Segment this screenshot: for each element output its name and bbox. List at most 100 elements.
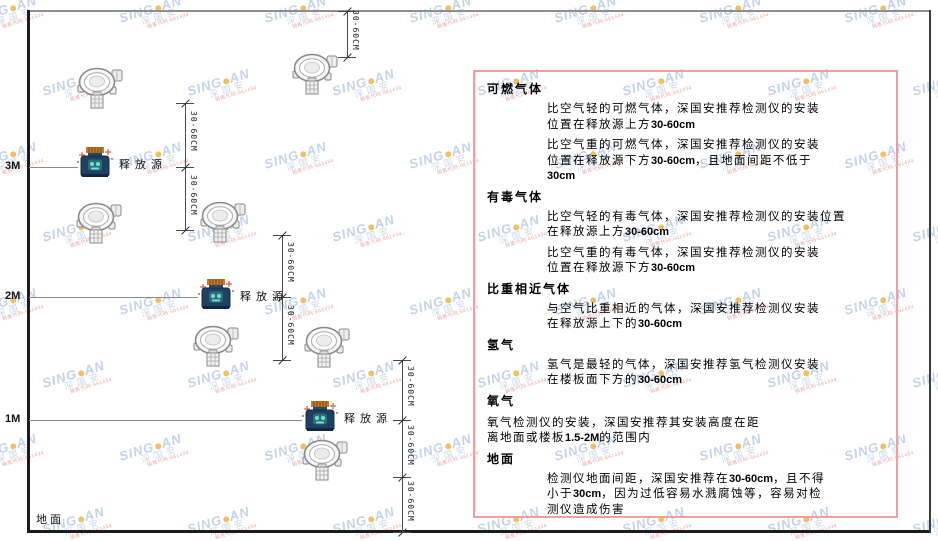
watermark-dot-icon [154, 442, 162, 451]
watermark-sub: 销售代码:661434 [359, 84, 403, 104]
release-source-icon [75, 146, 115, 187]
section-paragraph: 与空气比重相近的气体，深国安推荐检测仪安装 在释放源上下的30-60cm [547, 302, 820, 331]
watermark-cn: 深国安 [63, 516, 104, 538]
watermark-dot-icon [444, 150, 452, 159]
watermark-cn: 深国安 [498, 516, 539, 538]
watermark-sub: 销售代码:661434 [871, 11, 915, 31]
level-line-2m [29, 297, 198, 298]
watermark-sub: 销售代码:661434 [214, 376, 258, 396]
dimension-label: 30-60CM [351, 10, 360, 51]
watermark-dot-icon [299, 150, 307, 159]
watermark-dot-icon [77, 515, 85, 524]
watermark-cn: 深国安 [430, 297, 471, 319]
dimension-label: 30-60CM [286, 242, 295, 283]
watermark-cn: 深国安 [208, 78, 249, 100]
info-section: 地面 检测仪地面间距，深国安推荐在30-60cm，且不得 小于30cm，因为过低容易… [487, 451, 884, 519]
release-source-icon [300, 400, 340, 441]
dimension-label: 30-60CM [189, 111, 198, 152]
section-heading: 可燃气体 [487, 82, 544, 96]
release-source-label: 释放源 [344, 413, 392, 425]
section-heading: 比重相近气体 [487, 281, 572, 296]
watermark-sub: 销售代码:661434 [726, 11, 770, 31]
section-paragraph: 检测仪地面间距，深国安推荐在30-60cm，且不得 小于30cm，因为过低容易水溅… [547, 472, 826, 516]
watermark-cn: 深国安 [933, 224, 938, 246]
watermark-dot-icon [9, 150, 17, 159]
release-source-label: 释放源 [240, 291, 288, 303]
section-paragraph: 比空气轻的可燃气体，深国安推荐检测仪的安装 位置在释放源上方30-60cm [547, 103, 820, 131]
watermark-cn: 深国安 [575, 5, 616, 27]
watermark-cn: 深国安 [430, 151, 471, 173]
level-label-3m: 3M [5, 160, 21, 172]
gas-detector-icon [76, 66, 124, 115]
watermark-cn: 深国安 [933, 516, 938, 538]
section-paragraph: 氢气是最轻的气体，深国安推荐氢气检测仪安装 在楼板面下方的30-60cm [547, 358, 820, 387]
dimension-label: 30-60CM [406, 366, 415, 407]
watermark-cn: 深国安 [933, 78, 938, 100]
level-label-1m: 1M [5, 413, 21, 425]
info-section: 有毒气体 比空气轻的有毒气体，深国安推荐检测仪的安装位置 在释放源上方30-60cm… [487, 189, 884, 277]
dimension-label: 30-60CM [406, 480, 415, 522]
right-wall-line [929, 10, 931, 533]
watermark-cn: 深国安 [63, 370, 104, 392]
watermark-cn: 深国安 [140, 297, 181, 319]
watermark-dot-icon [444, 442, 452, 451]
release-source-label: 释放源 [119, 159, 167, 171]
section-paragraph: 比空气轻的有毒气体，深国安推荐检测仪的安装位置 在释放源上方30-60cm [547, 210, 846, 239]
watermark-sub: 销售代码:661434 [214, 84, 258, 104]
dimension-label: 30-60CM [189, 174, 198, 216]
watermark-dot-icon [9, 4, 17, 13]
gas-detector-icon [291, 52, 339, 101]
watermark-cn: 深国安 [208, 516, 249, 538]
section-heading: 有毒气体 [487, 189, 544, 204]
dimension-label: 30-60CM [286, 304, 295, 346]
watermark-cn: 深国安 [285, 151, 326, 173]
level-line-1m [29, 420, 302, 421]
gas-detector-icon [199, 200, 247, 249]
watermark-dot-icon [299, 296, 307, 305]
watermark-sub: 销售代码:661434 [1, 449, 45, 469]
watermark-sub: 销售代码:661434 [146, 11, 190, 31]
watermark-sub: 销售代码:661434 [291, 303, 335, 323]
info-section: 比重相近气体与空气比重相近的气体，深国安推荐检测仪安装 在释放源上下的30-60c… [487, 281, 884, 333]
gas-detector-icon [75, 201, 123, 250]
watermark-dot-icon [367, 77, 375, 86]
watermark-sub: 销售代码:661434 [581, 11, 625, 31]
watermark-cn: 深国安 [353, 78, 394, 100]
watermark-dot-icon [367, 223, 375, 232]
info-section: 氧气 氧气检测仪的安装，深国安推荐其安装高度在距 离地面或楼板1.5-2M的范围内 [487, 393, 884, 447]
info-section: 可燃气体 比空气轻的可燃气体，深国安推荐检测仪的安装 位置在释放源上方30-60cm… [487, 81, 884, 185]
watermark-sub: 销售代码:661434 [1, 11, 45, 31]
section-heading: 氢气 [487, 337, 516, 352]
info-sections: 可燃气体 比空气轻的可燃气体，深国安推荐检测仪的安装 位置在释放源上方30-60cm… [487, 81, 884, 518]
